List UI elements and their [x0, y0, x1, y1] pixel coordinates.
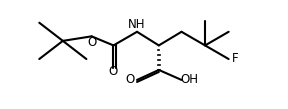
Text: F: F	[232, 52, 238, 65]
Text: O: O	[87, 36, 96, 49]
Text: O: O	[109, 65, 118, 78]
Text: NH: NH	[128, 18, 146, 31]
Text: O: O	[125, 72, 135, 86]
Text: OH: OH	[180, 72, 198, 86]
